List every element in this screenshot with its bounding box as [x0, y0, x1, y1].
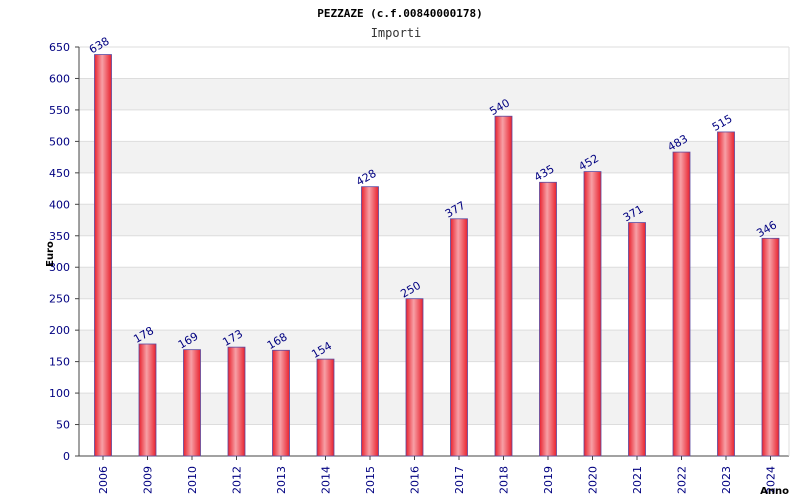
x-axis-title: Anno — [760, 486, 789, 497]
y-tick-label: 300 — [49, 261, 70, 274]
bar — [272, 349, 290, 457]
bar — [539, 181, 557, 457]
gridlines — [75, 46, 789, 457]
x-tick-label: 2010 — [186, 466, 199, 494]
bar — [94, 54, 112, 457]
bar — [183, 349, 201, 457]
x-tick-label: 2012 — [231, 466, 244, 494]
y-tick-label: 200 — [49, 324, 70, 337]
bar — [227, 346, 246, 457]
x-tick-label: 2006 — [97, 466, 110, 494]
bar — [450, 218, 468, 457]
x-tick-label: 2019 — [542, 466, 555, 494]
bar-value-label: 638 — [87, 35, 112, 57]
bar — [138, 343, 157, 457]
bar — [405, 298, 424, 457]
grid-band — [79, 267, 789, 299]
bar — [628, 222, 646, 457]
y-tick-label: 250 — [49, 293, 70, 306]
x-tick-label: 2017 — [453, 466, 466, 494]
x-tick-label: 2013 — [275, 466, 288, 494]
x-tick-label: 2020 — [587, 466, 600, 494]
chart-subtitle: Importi — [371, 26, 422, 40]
y-axis-title: Euro — [45, 241, 56, 267]
grid-band — [79, 141, 789, 173]
y-tick-label: 50 — [56, 419, 70, 432]
x-tick-label: 2021 — [631, 466, 644, 494]
y-tick-label: 100 — [49, 387, 70, 400]
y-tick-label: 400 — [49, 198, 70, 211]
bar — [494, 115, 513, 457]
y-tick-label: 150 — [49, 356, 70, 369]
chart-title: PEZZAZE (c.f.00840000178) — [317, 7, 483, 20]
bar-value-label: 515 — [710, 112, 735, 134]
grid-band — [79, 204, 789, 236]
x-tick-label: 2009 — [142, 466, 155, 494]
x-tick-label: 2016 — [409, 466, 422, 494]
x-tick-labels: 2006 2009 2010 2012 2013 2014 2015 2016 2017 2018… — [97, 456, 778, 494]
y-tick-label: 450 — [49, 167, 70, 180]
grid-band — [79, 78, 789, 110]
x-tick-label: 2014 — [320, 466, 333, 494]
y-tick-label: 650 — [49, 41, 70, 54]
grid-bands — [79, 78, 789, 425]
y-tick-labels: 0 50 100 150 200 250 300 350 400 450 500 550 600 650 — [49, 41, 70, 463]
y-tick-label: 600 — [49, 72, 70, 85]
x-tick-label: 2015 — [364, 466, 377, 494]
bar — [717, 131, 735, 457]
y-tick-label: 350 — [49, 230, 70, 243]
bar — [761, 237, 780, 457]
bar — [583, 171, 602, 457]
x-tick-label: 2022 — [676, 466, 689, 494]
bar — [316, 358, 335, 457]
x-tick-label: 2023 — [720, 466, 733, 494]
y-tick-label: 0 — [63, 450, 70, 463]
bar — [672, 151, 691, 457]
x-tick-label: 2024 — [765, 466, 778, 494]
y-tick-label: 550 — [49, 104, 70, 117]
y-tick-label: 500 — [49, 135, 70, 148]
bar — [361, 186, 379, 457]
bars — [94, 54, 780, 457]
x-tick-label: 2018 — [498, 466, 511, 494]
